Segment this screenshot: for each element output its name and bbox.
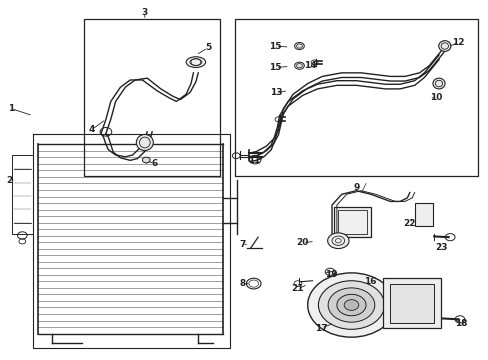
Ellipse shape [136,134,153,150]
Bar [389,284,433,323]
Circle shape [142,157,150,163]
Ellipse shape [432,78,444,89]
Text: 5: 5 [204,43,211,52]
Circle shape [344,300,358,310]
Text: 19: 19 [324,270,337,279]
Circle shape [336,294,366,316]
Text: 15: 15 [269,41,281,50]
Circle shape [318,281,384,329]
Text: 7: 7 [239,240,245,249]
Text: 2: 2 [6,176,12,185]
Circle shape [327,288,374,322]
Circle shape [294,42,304,50]
Text: 8: 8 [240,279,245,288]
Text: 4: 4 [88,126,94,135]
Text: 14: 14 [303,61,316,70]
Text: 23: 23 [434,243,447,252]
Ellipse shape [186,57,205,67]
Text: 21: 21 [291,284,304,293]
Text: 9: 9 [352,183,359,192]
Bar [334,207,370,237]
Text: 18: 18 [454,319,466,328]
Text: 22: 22 [403,219,415,228]
Text: 12: 12 [451,38,464,47]
Text: 20: 20 [296,238,308,247]
Circle shape [307,273,394,337]
Text: 3: 3 [142,8,148,17]
Bar [414,203,432,226]
Text: 6: 6 [151,159,157,168]
Circle shape [294,62,304,69]
Bar [234,19,477,176]
Bar [12,155,33,234]
Circle shape [327,233,348,249]
Text: 13: 13 [269,88,282,97]
Bar [338,210,366,234]
Bar [33,134,229,348]
Bar [382,278,441,328]
Ellipse shape [438,41,450,51]
Text: 15: 15 [269,63,281,72]
Text: 17: 17 [314,324,327,333]
Text: 1: 1 [8,104,14,113]
Text: 10: 10 [429,93,442,102]
Text: 16: 16 [363,277,375,286]
Bar [84,19,220,176]
Text: 11: 11 [247,156,260,165]
